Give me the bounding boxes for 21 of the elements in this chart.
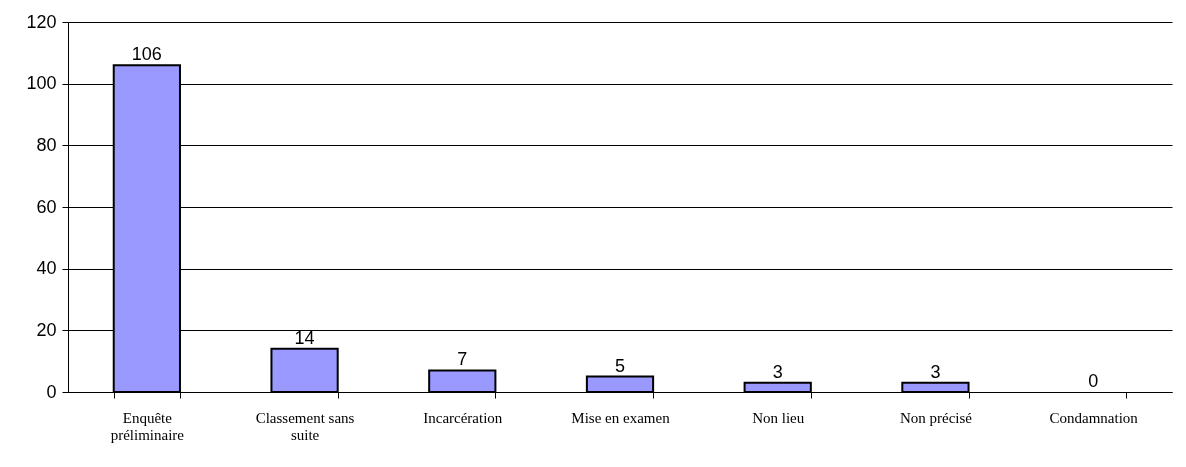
y-tick-label: 20 xyxy=(36,319,57,340)
x-tick-label: Classement sans suite xyxy=(255,409,355,443)
x-tick-label: Enquête préliminaire xyxy=(110,409,185,443)
x-tick-label: Condamnation xyxy=(1049,409,1139,426)
data-label: 14 xyxy=(294,327,315,348)
data-label: 5 xyxy=(614,355,626,376)
y-tick-label: 0 xyxy=(46,381,57,402)
data-label: 106 xyxy=(131,44,162,65)
data-label: 3 xyxy=(772,361,783,382)
y-tick-label: 60 xyxy=(36,196,57,217)
y-tick-label: 100 xyxy=(26,73,57,94)
data-label: 7 xyxy=(457,349,468,370)
y-tick-label: 40 xyxy=(36,258,57,279)
data-label: 3 xyxy=(930,361,941,382)
data-label: 0 xyxy=(1088,371,1099,391)
x-tick-label: Incarcération xyxy=(423,409,503,426)
x-tick-label: Non précisé xyxy=(899,409,973,426)
y-tick-label: 80 xyxy=(36,134,57,155)
x-tick-label: Non lieu xyxy=(752,409,805,426)
y-tick-label: 120 xyxy=(26,11,57,32)
x-tick-label: Mise en examen xyxy=(571,409,671,426)
